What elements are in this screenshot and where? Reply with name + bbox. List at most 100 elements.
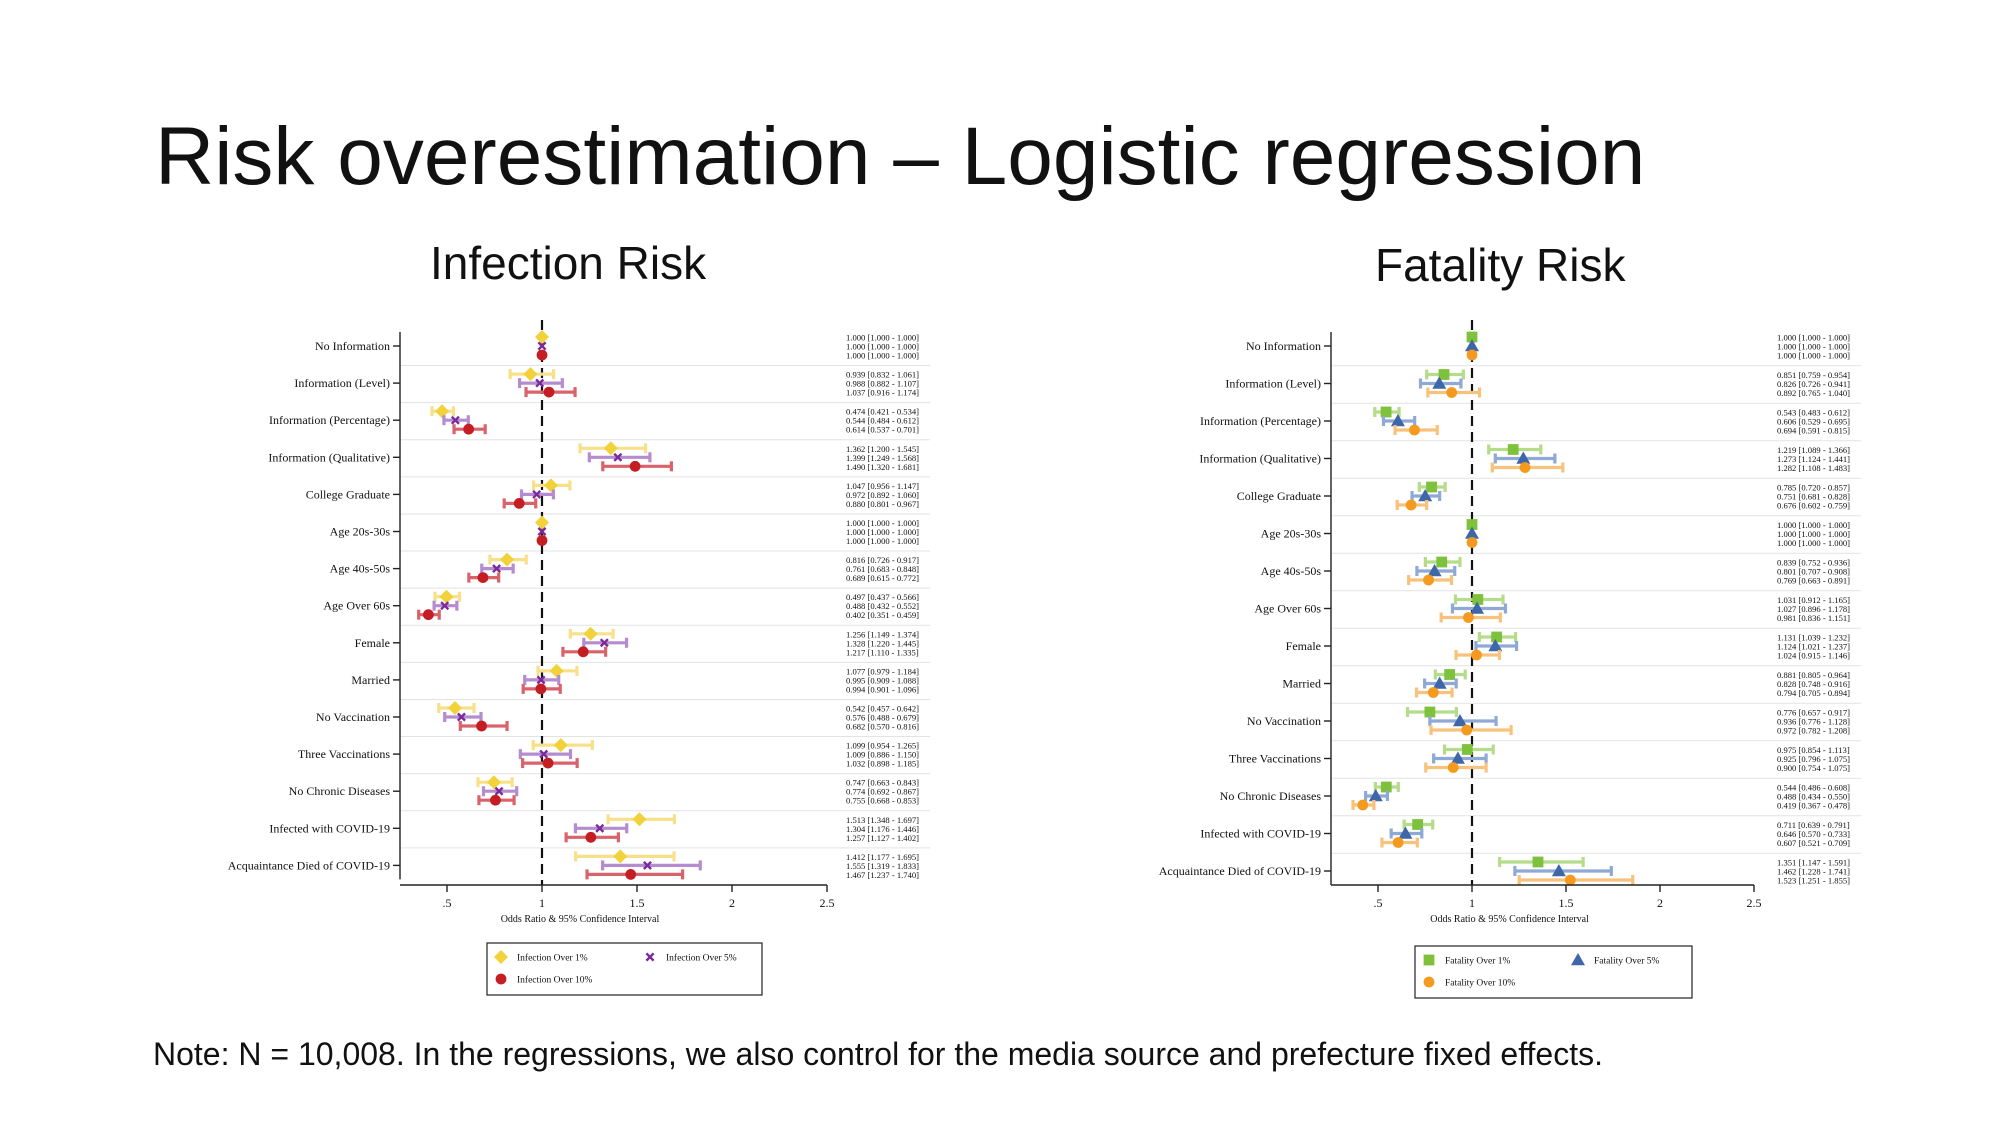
point-marker-stroke-b: [599, 638, 609, 648]
x-tick-label: 1: [1469, 896, 1475, 910]
x-tick-label: 2: [729, 896, 735, 910]
point-marker: [537, 341, 547, 351]
category-label: Information (Qualitative): [1199, 452, 1321, 466]
ci-value-text: 1.412 [1.177 - 1.695]: [846, 852, 919, 862]
point-marker: [1463, 612, 1474, 623]
point-marker: [535, 378, 545, 388]
category-label: Three Vaccinations: [1229, 752, 1321, 766]
ci-value-text: 1.131 [1.039 - 1.232]: [1777, 633, 1850, 643]
category-label: Married: [351, 673, 390, 687]
series-circle: 1.000 [1.000 - 1.000] 0.892 [0.765 - 1.04…: [1351, 349, 1850, 886]
ci-value-text: 1.000 [1.000 - 1.000]: [1777, 529, 1850, 539]
ci-value-text: 0.816 [0.726 - 0.917]: [846, 555, 919, 565]
ci-value-text: 1.217 [1.110 - 1.335]: [846, 647, 919, 657]
ci-value-text: 1.009 [0.886 - 1.150]: [846, 750, 919, 760]
ci-value-text: 1.362 [1.200 - 1.545]: [846, 444, 919, 454]
point-marker: [1427, 687, 1439, 698]
point-marker: [1461, 724, 1473, 736]
category-label: No Chronic Diseases: [289, 784, 391, 798]
point-marker: [542, 757, 554, 769]
legend-label: Fatality Over 1%: [1445, 957, 1511, 967]
ci-value-text: 0.892 [0.765 - 1.040]: [1777, 388, 1850, 398]
point-marker: [1466, 519, 1478, 530]
ci-value-text: 0.828 [0.748 - 0.916]: [1777, 679, 1850, 689]
series-circle: 1.000 [1.000 - 1.000] 1.037 [0.916 - 1.17…: [417, 349, 919, 880]
ci-value-text: 1.037 [0.916 - 1.174]: [846, 388, 919, 398]
point-marker: [1564, 874, 1576, 886]
x-axis-title: Odds Ratio & 95% Confidence Interval: [501, 914, 660, 925]
ci-value-text: 0.689 [0.615 - 0.772]: [846, 573, 919, 583]
point-marker: [535, 515, 549, 530]
category-label: Information (Qualitative): [268, 450, 390, 464]
point-marker: [492, 564, 502, 574]
ci-value-text: 1.555 [1.319 - 1.833]: [846, 861, 919, 871]
point-marker: [543, 478, 558, 493]
ci-value-text: 0.419 [0.367 - 0.478]: [1777, 801, 1850, 811]
ci-value-text: 0.488 [0.434 - 0.550]: [1777, 792, 1850, 802]
ci-value-text: 0.543 [0.483 - 0.612]: [1777, 408, 1850, 418]
point-marker: [1424, 706, 1436, 718]
point-marker-stroke-b: [492, 564, 502, 574]
point-marker: [1380, 781, 1392, 793]
ci-value-text: 1.467 [1.237 - 1.740]: [846, 870, 919, 880]
ci-value-text: 0.544 [0.486 - 0.608]: [1777, 783, 1850, 793]
ci-value-text: 0.839 [0.752 - 0.936]: [1777, 558, 1850, 568]
ci-value-text: 0.981 [0.836 - 1.151]: [1777, 613, 1850, 623]
ci-value-text: 0.542 [0.457 - 0.642]: [846, 704, 919, 714]
point-marker: [439, 589, 454, 604]
point-marker: [1446, 387, 1458, 398]
x-tick-label: 2.5: [1747, 896, 1762, 910]
ci-value-text: 1.000 [1.000 - 1.000]: [846, 527, 919, 537]
point-marker: [603, 441, 618, 456]
ci-value-text: 1.000 [1.000 - 1.000]: [846, 351, 919, 361]
point-marker: [632, 812, 647, 827]
series-diamond: 1.000 [1.000 - 1.000] 0.939 [0.832 - 1.06…: [430, 330, 919, 864]
category-label: Age 40s-50s: [330, 562, 391, 576]
category-label: Infected with COVID-19: [1200, 827, 1321, 841]
point-marker: [1551, 864, 1566, 877]
x-tick-label: 1.5: [630, 896, 645, 910]
legend-marker: [1423, 976, 1435, 988]
point-marker: [1392, 837, 1404, 848]
point-marker: [463, 423, 475, 435]
legend-label: Infection Over 5%: [666, 953, 737, 964]
ci-value-text: 0.881 [0.805 - 0.964]: [1777, 670, 1850, 680]
category-label: Three Vaccinations: [298, 747, 390, 761]
ci-value-text: 1.282 [1.108 - 1.483]: [1777, 463, 1850, 473]
point-marker: [1465, 339, 1479, 352]
point-marker: [450, 415, 460, 425]
point-marker: [1405, 499, 1417, 511]
category-label: Female: [355, 636, 390, 650]
point-marker: [513, 498, 525, 509]
legend-marker: [1571, 953, 1585, 966]
category-label: Age 40s-50s: [1261, 564, 1322, 578]
ci-value-text: 1.000 [1.000 - 1.000]: [1777, 342, 1850, 352]
point-marker: [1532, 856, 1544, 868]
ci-value-text: 1.462 [1.228 - 1.741]: [1777, 867, 1850, 877]
point-marker: [1447, 762, 1459, 773]
point-marker: [422, 609, 434, 621]
point-marker: [1409, 424, 1420, 436]
ci-value-text: 0.925 [0.796 - 1.075]: [1777, 754, 1850, 764]
point-marker: [585, 831, 597, 843]
ci-value-text: 1.273 [1.124 - 1.441]: [1777, 454, 1850, 464]
point-marker: [1450, 751, 1465, 764]
series-square: 1.000 [1.000 - 1.000] 0.851 [0.759 - 0.95…: [1373, 331, 1850, 868]
category-label: Information (Level): [294, 376, 390, 390]
point-marker: [1436, 556, 1448, 568]
legend-label: Infection Over 10%: [517, 975, 593, 986]
ci-value-text: 0.995 [0.909 - 1.088]: [846, 675, 919, 685]
x-tick-label: .5: [1374, 896, 1383, 910]
ci-value-text: 1.399 [1.249 - 1.568]: [846, 453, 919, 463]
ci-value-text: 0.694 [0.591 - 0.815]: [1777, 426, 1850, 436]
category-label: Information (Percentage): [269, 413, 390, 427]
ci-value-text: 0.994 [0.901 - 1.096]: [846, 684, 919, 694]
slide-title: Risk overestimation – Logistic regressio…: [155, 111, 1646, 202]
ci-value-text: 1.000 [1.000 - 1.000]: [846, 536, 919, 546]
footnote: Note: N = 10,008. In the regressions, we…: [153, 1036, 1603, 1072]
ci-value-text: 1.000 [1.000 - 1.000]: [846, 342, 919, 352]
series-x: 1.000 [1.000 - 1.000] 0.988 [0.882 - 1.10…: [432, 341, 919, 871]
point-marker: [1390, 414, 1405, 427]
point-marker: [1488, 639, 1503, 652]
point-marker: [1432, 376, 1447, 389]
